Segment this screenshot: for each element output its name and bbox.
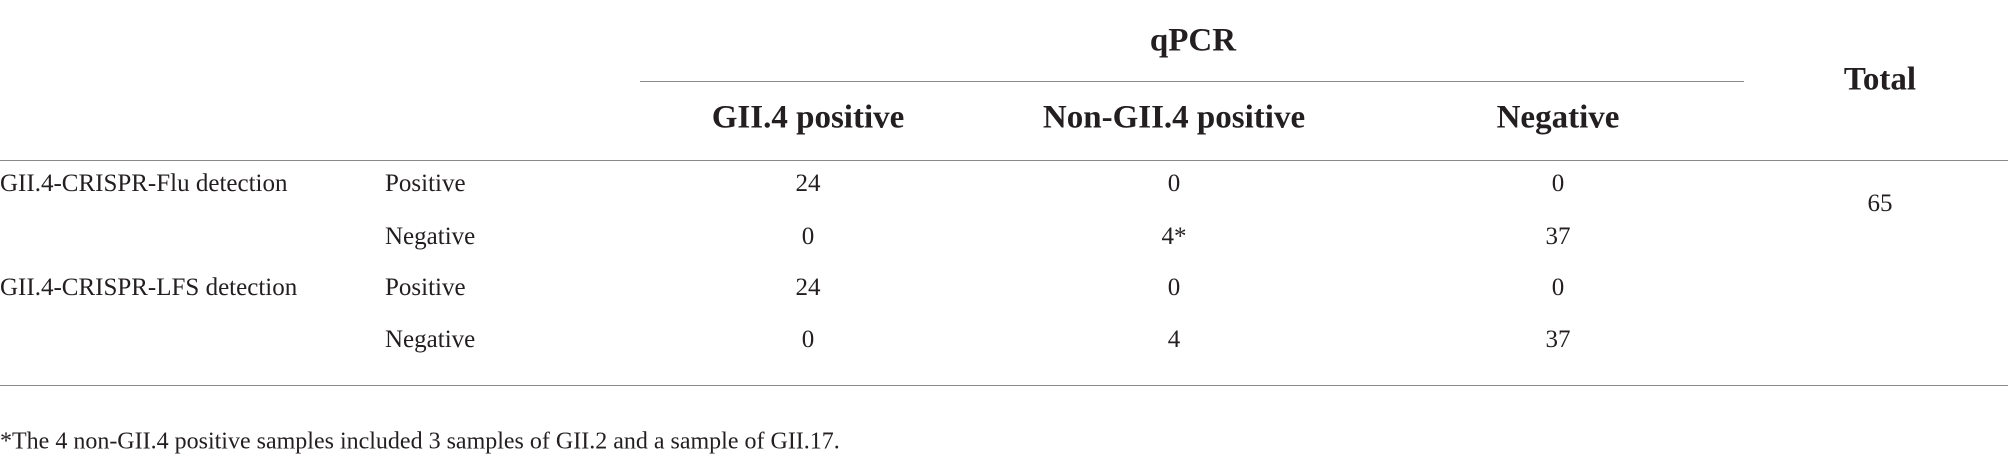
- cell: 37: [1545, 223, 1571, 250]
- bottom-rule: [0, 385, 2008, 386]
- row-method: GII.4-CRISPR-LFS detection: [0, 274, 298, 301]
- group-header: qPCR: [1149, 22, 1237, 59]
- group-rule: [640, 81, 1744, 82]
- row-result: Negative: [385, 223, 476, 250]
- cell: 0: [1551, 170, 1565, 197]
- cell: 0: [801, 223, 815, 250]
- row-result: Positive: [385, 274, 466, 301]
- cell: 4: [1167, 326, 1181, 353]
- cell: 0: [1167, 170, 1181, 197]
- column-header: Non-GII.4 positive: [1042, 99, 1306, 136]
- cell: 24: [795, 274, 821, 301]
- cell: 4*: [1161, 223, 1187, 250]
- row-method: GII.4-CRISPR-Flu detection: [0, 170, 288, 197]
- cell: 0: [1551, 274, 1565, 301]
- row-result: Negative: [385, 326, 476, 353]
- cell: 0: [1167, 274, 1181, 301]
- cell: 0: [801, 326, 815, 353]
- row-result: Positive: [385, 170, 466, 197]
- footnote: *The 4 non-GII.4 positive samples includ…: [0, 428, 840, 455]
- cell: 24: [795, 170, 821, 197]
- cell: 37: [1545, 326, 1571, 353]
- total-header: Total: [1843, 61, 1917, 98]
- column-header: GII.4 positive: [711, 99, 905, 136]
- column-header: Negative: [1496, 99, 1620, 136]
- total-value: 65: [1867, 190, 1893, 217]
- header-rule: [0, 160, 2008, 161]
